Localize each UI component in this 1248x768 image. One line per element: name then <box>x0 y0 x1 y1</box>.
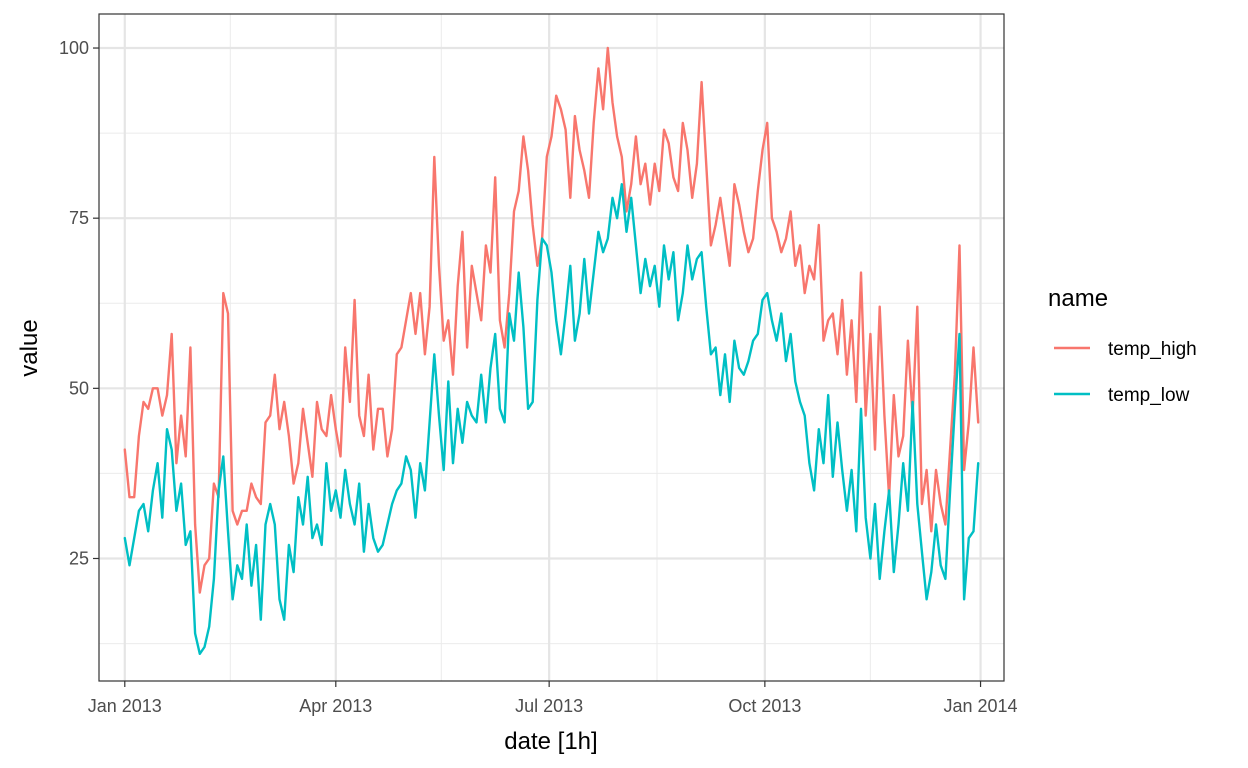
x-axis: Jan 2013 Apr 2013 Jul 2013 Oct 2013 Jan 2014 <box>88 681 1018 716</box>
x-tick-label-4: Jan 2014 <box>944 696 1018 716</box>
plot-border <box>98 13 1005 682</box>
legend: name temp_high temp_low <box>1048 285 1197 406</box>
y-tick-label-1: 50 <box>69 378 89 398</box>
x-tick-label-3: Oct 2013 <box>728 696 801 716</box>
x-tick-label-0: Jan 2013 <box>88 696 162 716</box>
major-gridlines <box>99 14 1004 681</box>
series-line-temp-low <box>123 183 980 655</box>
y-axis: 25 50 75 100 <box>59 38 99 568</box>
minor-gridlines <box>99 14 1004 681</box>
y-tick-label-2: 75 <box>69 208 89 228</box>
series-line-temp-high <box>123 46 980 594</box>
x-axis-title: date [1h] <box>504 728 597 755</box>
x-tick-label-2: Jul 2013 <box>515 696 583 716</box>
y-tick-label-3: 100 <box>59 38 89 58</box>
legend-title: name <box>1048 285 1108 312</box>
y-tick-label-0: 25 <box>69 548 89 568</box>
legend-label-temp-low: temp_low <box>1108 385 1190 406</box>
series-lines <box>123 46 980 655</box>
y-axis-title: value <box>16 319 43 376</box>
x-tick-label-1: Apr 2013 <box>299 696 372 716</box>
legend-label-temp-high: temp_high <box>1108 339 1197 360</box>
